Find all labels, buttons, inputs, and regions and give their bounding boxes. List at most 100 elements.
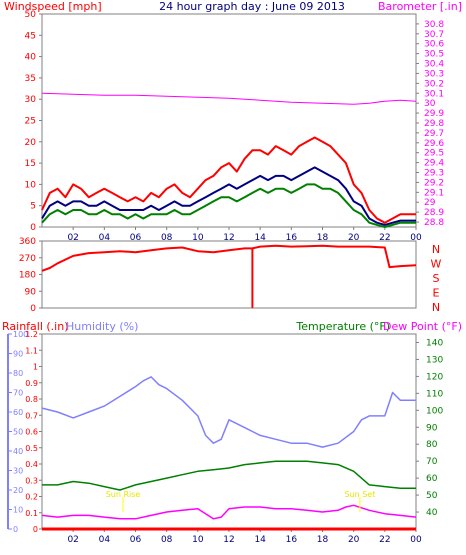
wind-series-average <box>41 166 416 226</box>
humidity-ytick-label: 70 <box>13 389 23 398</box>
temperature-ytick-label: 60 <box>426 474 438 484</box>
direction-ytick-label: 0 <box>30 304 36 314</box>
rain-ytick-label: 0.2 <box>25 493 38 502</box>
temp-series-dew-point <box>41 504 417 520</box>
barometer-ytick-label: 30.5 <box>424 50 444 60</box>
humidity-ytick-label: 90 <box>13 350 23 359</box>
temperature-ytick-label: 70 <box>426 457 438 467</box>
wind-ytick-label: 10 <box>25 180 37 190</box>
dewpoint-axis-title: Dew Point (°F) <box>383 320 462 333</box>
temperature-ytick-label: 120 <box>426 372 443 382</box>
temp-time-label: 18 <box>317 535 329 545</box>
temp-time-label: 20 <box>348 535 360 545</box>
rain-ytick-label: 0.3 <box>25 476 38 485</box>
temperature-ytick-label: 130 <box>426 355 443 365</box>
rain-ytick-label: 0.1 <box>25 509 38 518</box>
barometer-ytick-label: 28.9 <box>424 208 444 218</box>
series-layer: Sun Rise Sun Set <box>41 92 417 531</box>
wind-panel-frame <box>41 13 417 228</box>
humidity-ytick-label: 20 <box>13 486 23 495</box>
humidity-ytick-label: 40 <box>13 447 23 456</box>
temperature-ytick-label: 110 <box>426 389 443 399</box>
wind-time-label: 02 <box>67 233 78 243</box>
wind-ytick-label: 50 <box>25 10 37 20</box>
rain-ytick-label: 0.7 <box>25 411 38 420</box>
barometer-ytick-label: 30.6 <box>424 40 444 50</box>
barometer-ytick-label: 29.2 <box>424 178 444 188</box>
humidity-ytick-label: 80 <box>13 369 23 378</box>
graph-date-title: 24 hour graph day : June 09 2013 <box>159 0 345 13</box>
wind-time-label: 18 <box>317 233 329 243</box>
humidity-ytick-label: 30 <box>13 467 23 476</box>
wind-ytick-label: 45 <box>25 31 36 41</box>
wind-series-barometer <box>41 92 417 105</box>
barometer-ytick-label: 30.4 <box>424 60 444 70</box>
temp-time-label: 00 <box>410 535 422 545</box>
wind-time-label: 00 <box>410 233 422 243</box>
barometer-ytick-label: 30.8 <box>424 20 444 30</box>
wind-time-label: 08 <box>161 233 173 243</box>
temperature-ytick-label: 50 <box>426 491 438 501</box>
barometer-ytick-label: 29.4 <box>424 159 444 169</box>
barometer-ytick-label: 29.7 <box>424 129 444 139</box>
temp-time-label: 12 <box>223 535 234 545</box>
temperature-ytick-label: 90 <box>426 423 438 433</box>
sun-annotation-label: Sun Rise <box>106 490 141 499</box>
barometer-ytick-label: 29 <box>424 198 436 208</box>
sun-annotation-label: Sun Set <box>344 490 375 499</box>
temp-time-label: 14 <box>254 535 266 545</box>
humidity-ytick-label: 10 <box>13 506 23 515</box>
wind-series-wind <box>41 183 416 228</box>
wind-ytick-label: 35 <box>25 74 36 84</box>
rain-ytick-label: 0.4 <box>25 460 38 469</box>
humidity-ytick-label: 50 <box>13 428 23 437</box>
barometer-ytick-label: 30.1 <box>424 89 444 99</box>
barometer-ytick-label: 29.1 <box>424 188 444 198</box>
temperature-ytick-label: 80 <box>426 440 438 450</box>
rain-ytick-label: 0 <box>33 525 38 534</box>
wind-ytick-label: 40 <box>25 53 37 63</box>
barometer-ytick-label: 30.3 <box>424 69 444 79</box>
rain-ytick-label: 0.5 <box>25 444 38 453</box>
barometer-ytick-label: 29.5 <box>424 149 444 159</box>
rain-ytick-label: 0.9 <box>25 379 38 388</box>
wind-series-gust <box>41 136 416 224</box>
wind-time-label: 16 <box>286 233 298 243</box>
barometer-title: Barometer [.in] <box>378 0 462 13</box>
barometer-ytick-label: 29.9 <box>424 109 444 119</box>
wind-ytick-label: 25 <box>25 117 36 127</box>
direction-ytick-label: 90 <box>25 287 37 297</box>
temperature-ytick-label: 140 <box>426 338 443 348</box>
wind-ytick-label: 0 <box>30 223 36 233</box>
temp-series-temperature <box>42 460 416 491</box>
rain-ytick-label: 1.2 <box>25 330 38 339</box>
compass-label: N <box>432 243 440 256</box>
wind-time-label: 12 <box>223 233 234 243</box>
windspeed-title: Windspeed [mph] <box>4 0 102 13</box>
rain-ytick-label: 1.1 <box>25 346 38 355</box>
humidity-ytick-label: 60 <box>13 408 23 417</box>
temp-time-label: 04 <box>99 535 111 545</box>
temp-time-label: 22 <box>379 535 390 545</box>
temp-time-label: 06 <box>130 535 142 545</box>
temp-time-label: 02 <box>67 535 78 545</box>
temperature-ytick-label: 40 <box>426 508 438 518</box>
wind-time-label: 06 <box>130 233 142 243</box>
wind-ytick-label: 20 <box>25 138 37 148</box>
wind-ytick-label: 15 <box>25 159 36 169</box>
humidity-ytick-label: 100 <box>13 330 28 339</box>
wind-ytick-label: 30 <box>25 95 37 105</box>
rain-ytick-label: 0.6 <box>25 428 38 437</box>
humidity-axis-title: Humidity (%) <box>66 320 138 333</box>
temp-time-label: 16 <box>286 535 298 545</box>
barometer-ytick-label: 30.2 <box>424 79 444 89</box>
temp-time-label: 08 <box>161 535 173 545</box>
direction-ytick-label: 180 <box>19 271 36 281</box>
barometer-ytick-label: 30.7 <box>424 30 444 40</box>
direction-ytick-label: 270 <box>19 254 36 264</box>
rainfall-axis-title: Rainfall (.in) <box>2 320 69 333</box>
wind-time-label: 04 <box>99 233 111 243</box>
wind-time-label: 20 <box>348 233 360 243</box>
compass-label: W <box>431 258 442 271</box>
